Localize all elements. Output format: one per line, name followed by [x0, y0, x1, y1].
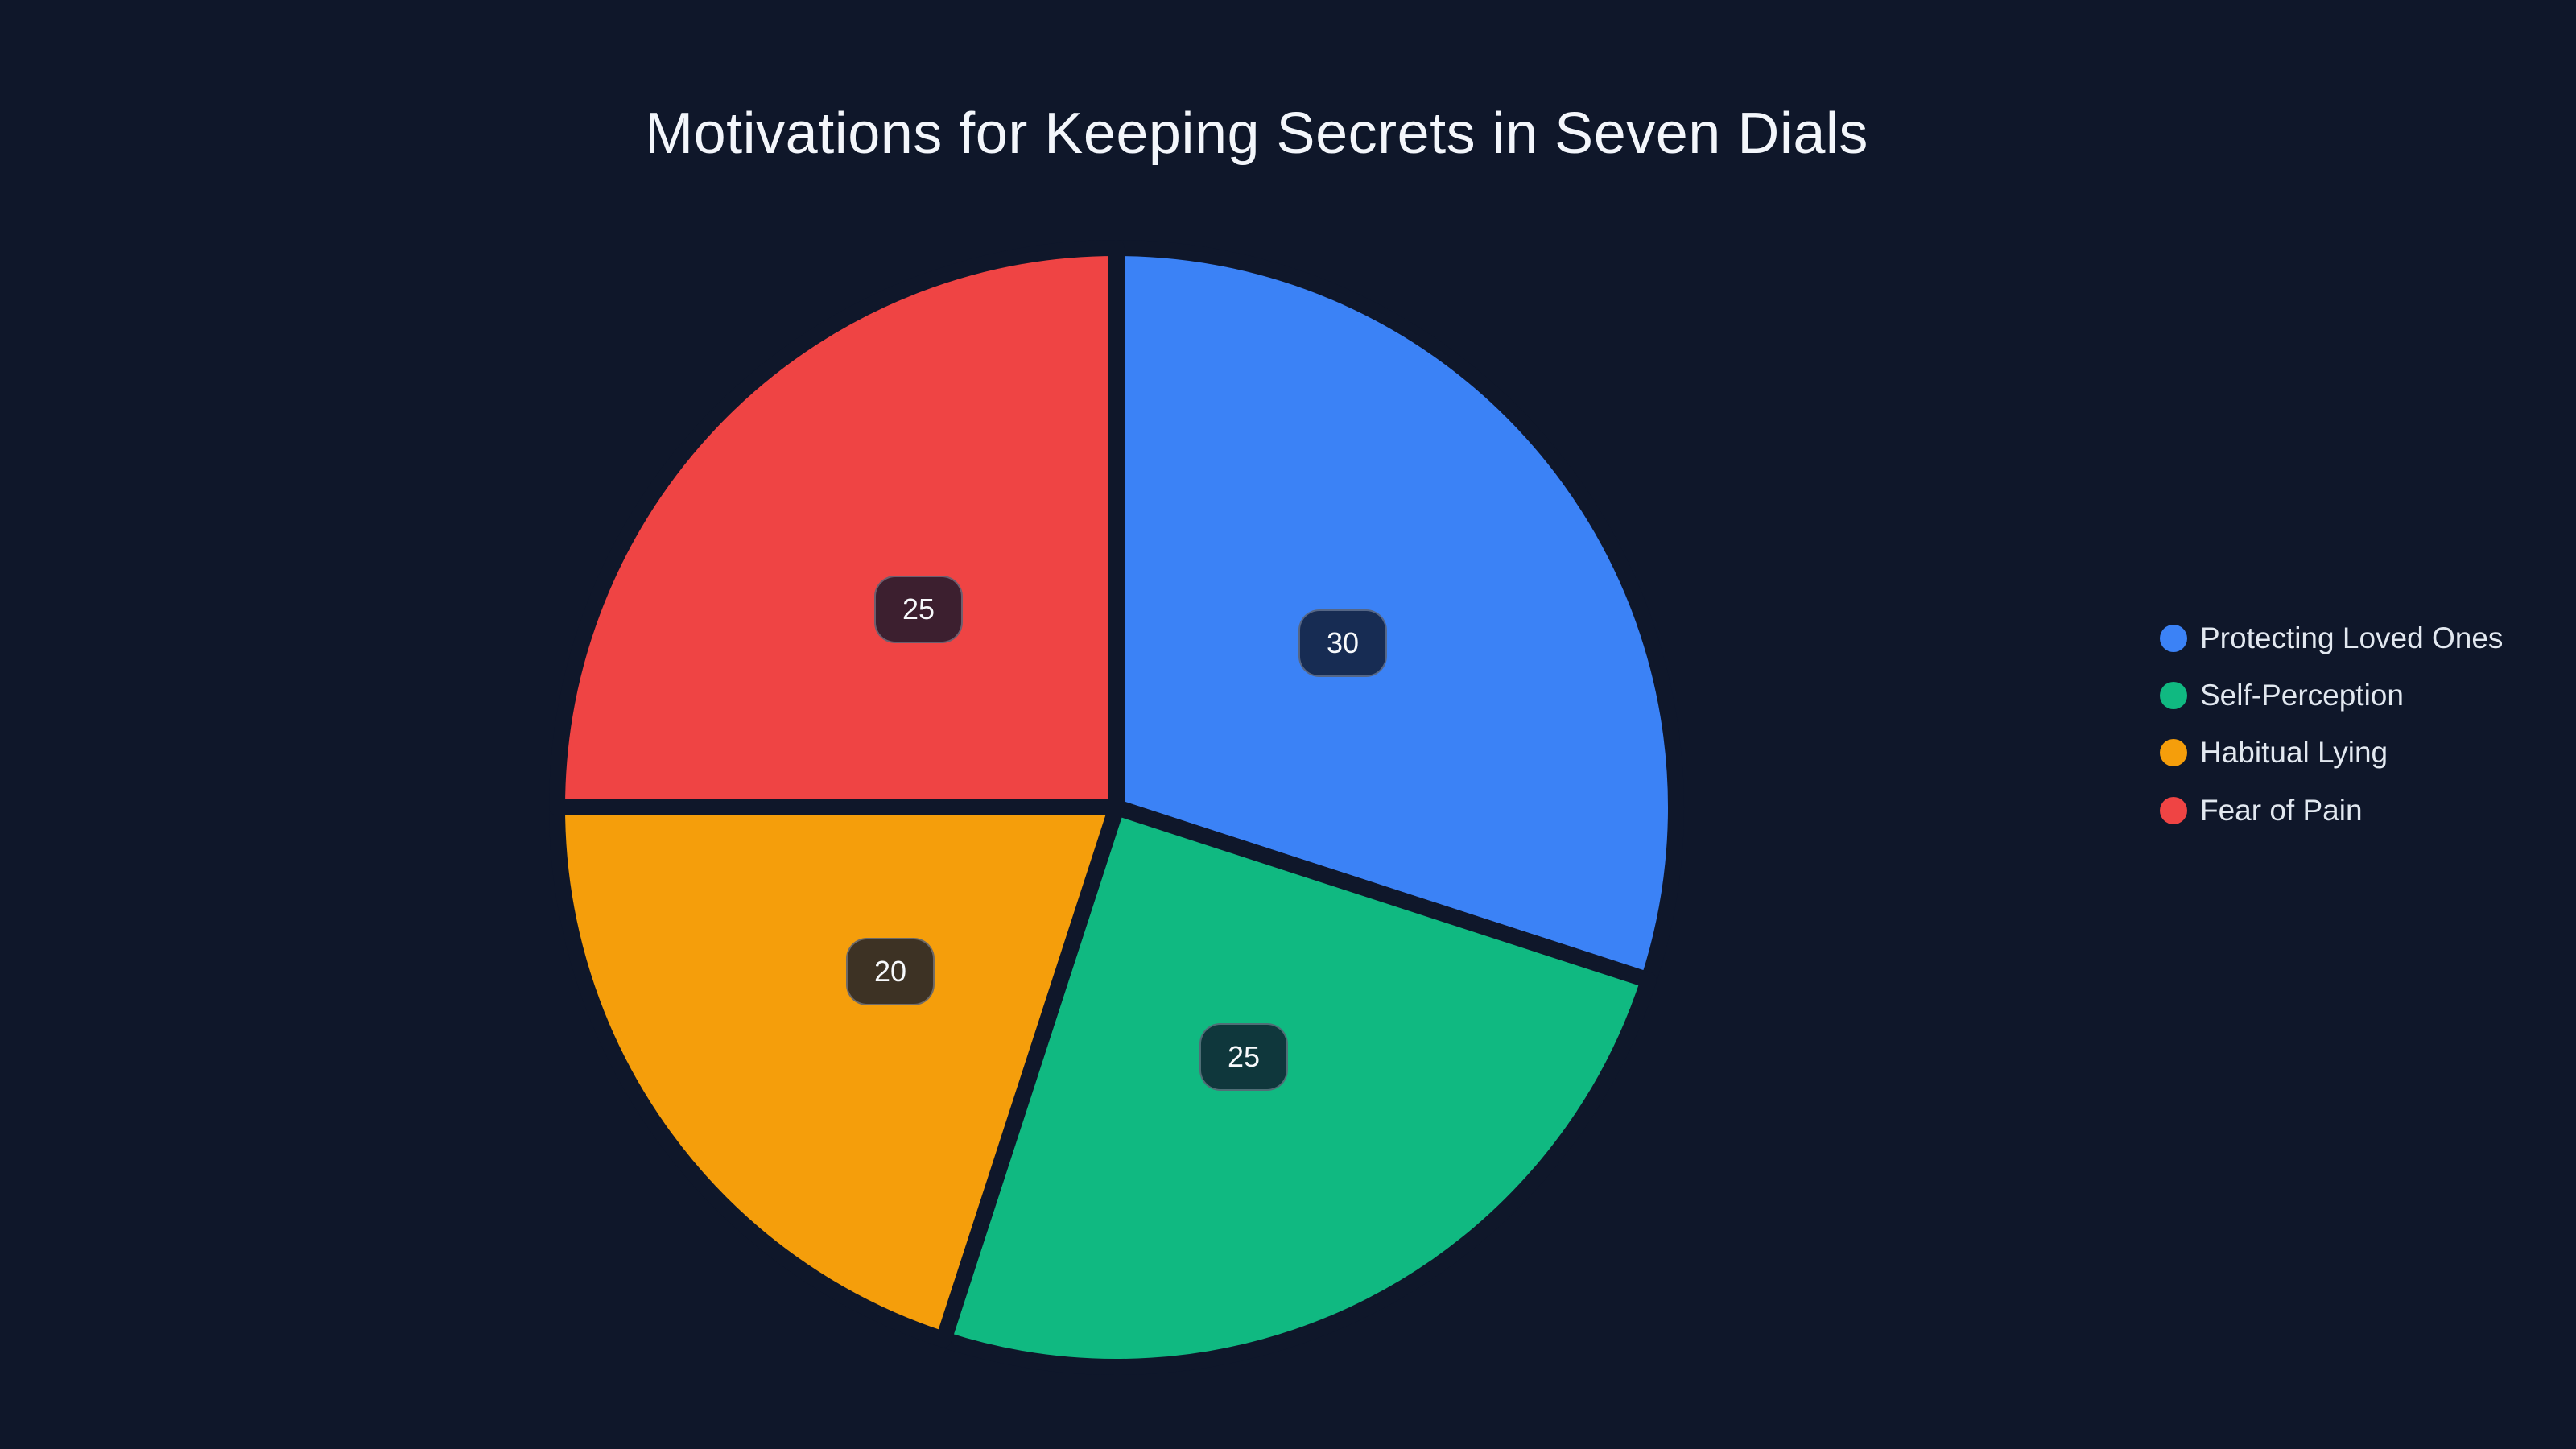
pie-slice-habitual-lying[interactable] [549, 799, 1125, 1348]
legend: Protecting Loved Ones Self-Perception Habi… [2160, 609, 2503, 840]
pie-slice-protecting-loved-ones[interactable] [1108, 240, 1684, 989]
pie-slice-fear-of-pain[interactable] [549, 240, 1125, 815]
legend-item-habitual-lying[interactable]: Habitual Lying [2160, 724, 2503, 782]
slice-value-label: 25 [873, 576, 964, 643]
legend-marker-dot [2160, 796, 2187, 824]
pie-slice-self-perception[interactable] [935, 799, 1657, 1375]
legend-item-label: Habitual Lying [2200, 736, 2388, 770]
legend-item-fear-of-pain[interactable]: Fear of Pain [2160, 782, 2503, 839]
legend-marker-dot [2160, 624, 2187, 652]
legend-item-protecting-loved-ones[interactable]: Protecting Loved Ones [2160, 609, 2503, 667]
legend-marker-dot [2160, 682, 2187, 710]
legend-item-label: Fear of Pain [2200, 793, 2363, 827]
legend-item-self-perception[interactable]: Self-Perception [2160, 667, 2503, 724]
chart-title: Motivations for Keeping Secrets in Seven… [645, 101, 1868, 166]
slice-value-label: 20 [845, 938, 935, 1005]
slice-value-label: 30 [1298, 609, 1388, 677]
legend-item-label: Protecting Loved Ones [2200, 621, 2504, 654]
legend-item-label: Self-Perception [2200, 679, 2404, 712]
legend-marker-dot [2160, 739, 2187, 767]
slice-value-label: 25 [1199, 1023, 1289, 1091]
